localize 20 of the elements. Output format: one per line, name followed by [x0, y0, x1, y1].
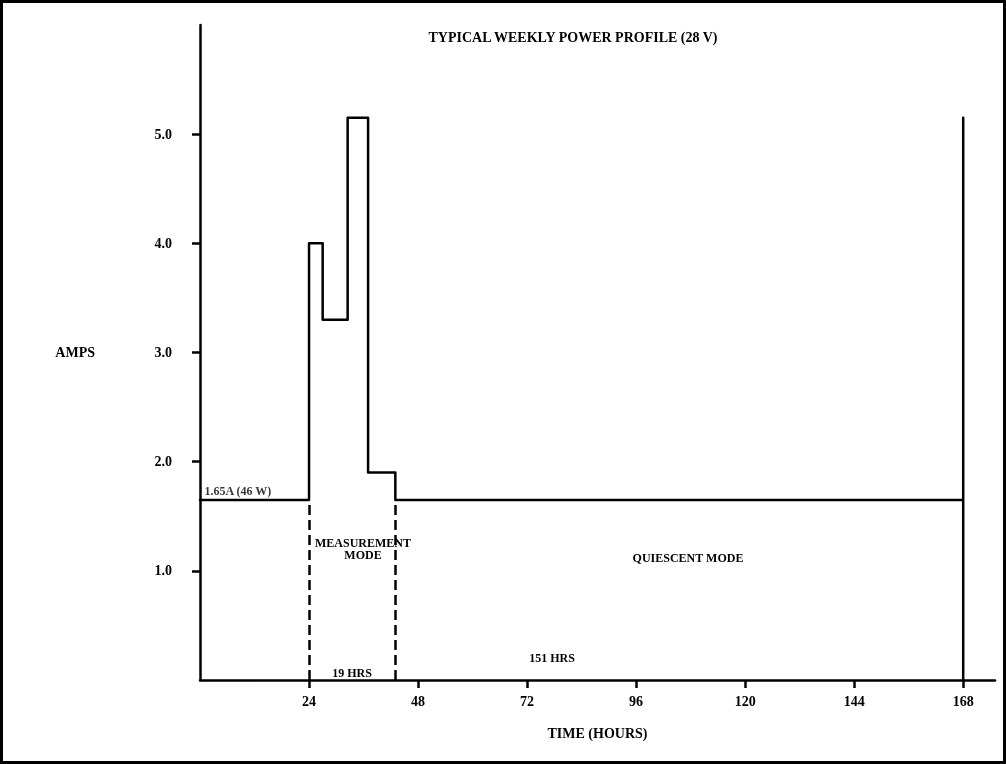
y-tick-label: 3.0 — [154, 345, 172, 360]
y-tick-label: 2.0 — [154, 454, 172, 470]
y-axis-title: AMPS — [55, 345, 96, 360]
chart-title: TYPICAL WEEKLY POWER PROFILE (28 V) — [428, 29, 718, 46]
x-tick-label: 120 — [734, 693, 756, 709]
annotation: 1.65A (46 W) — [204, 483, 272, 498]
y-tick-label: 1.0 — [154, 563, 172, 579]
y-tick-label: 4.0 — [154, 235, 172, 251]
x-tick-label: 168 — [952, 693, 974, 709]
annotation: MEASUREMENT MODE — [314, 536, 412, 562]
x-tick-label: 96 — [629, 693, 644, 709]
y-tick-label: 5.0 — [154, 126, 172, 142]
x-tick-label: 24 — [302, 693, 317, 709]
annotation: 19 HRS — [332, 666, 373, 680]
x-tick-label: 48 — [411, 693, 426, 709]
x-tick-label: 144 — [843, 693, 865, 709]
x-axis-title: TIME (HOURS) — [547, 725, 648, 742]
annotation: 151 HRS — [529, 651, 576, 665]
x-tick-label: 72 — [520, 693, 535, 709]
annotation: QUIESCENT MODE — [632, 551, 744, 565]
